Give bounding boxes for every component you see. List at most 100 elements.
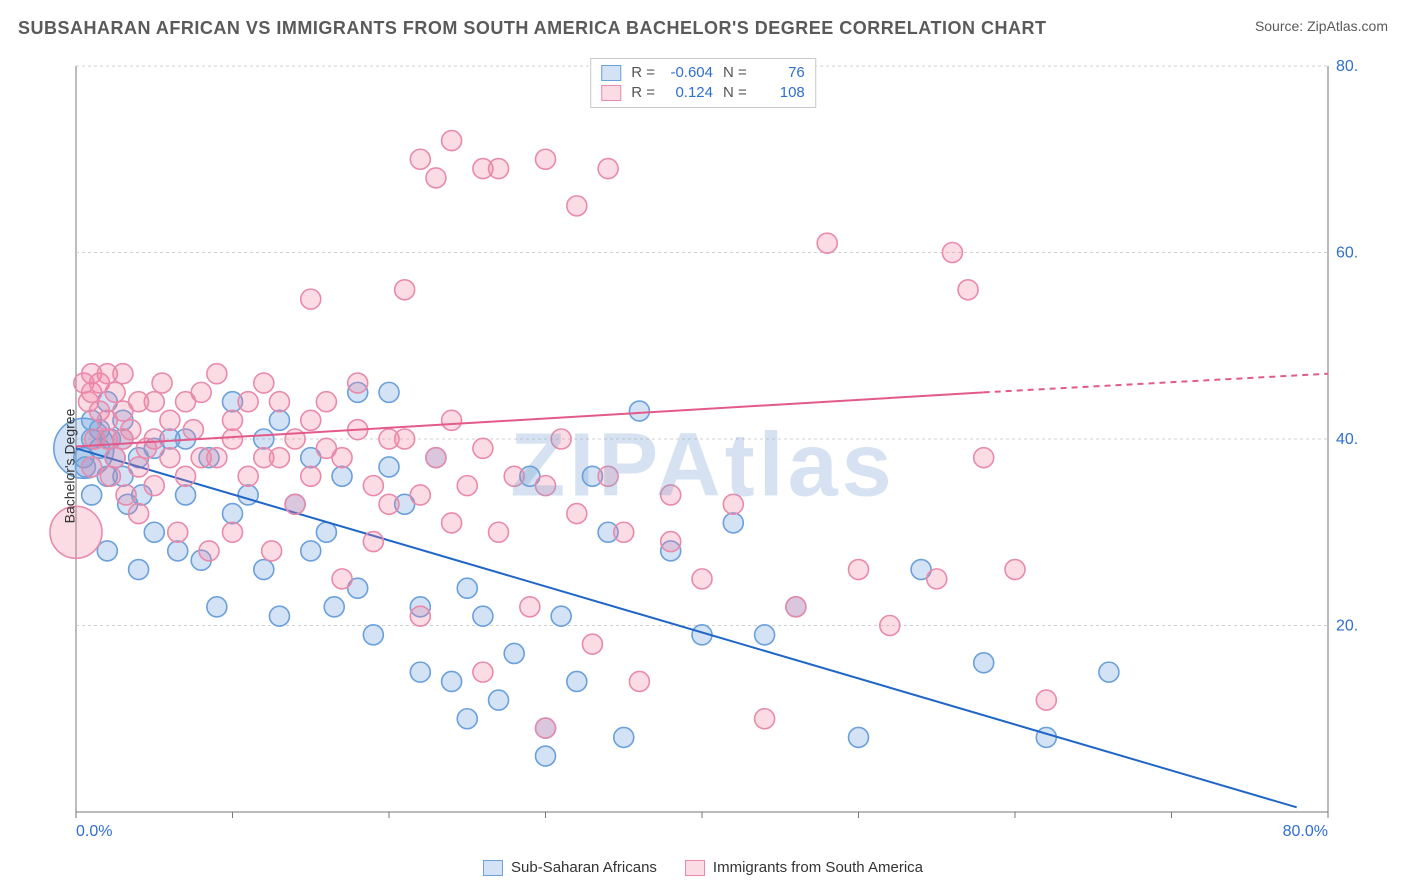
svg-text:40.0%: 40.0% [1336, 431, 1358, 448]
pink-point [183, 420, 203, 440]
pink-point [269, 392, 289, 412]
pink-point [113, 364, 133, 384]
pink-point [316, 392, 336, 412]
blue-point [723, 513, 743, 533]
legend-swatch-pink [685, 860, 705, 876]
pink-point [504, 466, 524, 486]
pink-point [426, 448, 446, 468]
blue-point [379, 382, 399, 402]
svg-text:80.0%: 80.0% [1283, 823, 1328, 840]
pink-point [332, 569, 352, 589]
legend-swatch-blue [483, 860, 503, 876]
blue-point [316, 522, 336, 542]
pink-point [567, 196, 587, 216]
pink-point [395, 280, 415, 300]
pink-point [958, 280, 978, 300]
blue-point [567, 671, 587, 691]
y-axis-label: Bachelor's Degree [61, 409, 77, 524]
pink-point [144, 476, 164, 496]
blue-point [223, 504, 243, 524]
blue-point [551, 606, 571, 626]
pink-point [817, 233, 837, 253]
pink-point [1036, 690, 1056, 710]
series-name-pink: Immigrants from South America [713, 859, 923, 876]
pink-regression-line-ext [984, 374, 1328, 393]
pink-point [301, 466, 321, 486]
pink-point [614, 522, 634, 542]
blue-point [97, 541, 117, 561]
pink-point [176, 466, 196, 486]
page-title: SUBSAHARAN AFRICAN VS IMMIGRANTS FROM SO… [18, 18, 1046, 38]
pink-point [395, 429, 415, 449]
pink-point [1005, 560, 1025, 580]
blue-point [144, 522, 164, 542]
stats-legend: R =-0.604N =76R =0.124N =108 [590, 58, 816, 108]
r-value-blue: -0.604 [661, 63, 713, 83]
pink-point [927, 569, 947, 589]
chart-area: Bachelor's Degree 20.0%40.0%60.0%80.0%0.… [18, 56, 1388, 876]
pink-point [301, 410, 321, 430]
pink-point [160, 448, 180, 468]
pink-point [332, 448, 352, 468]
blue-point [254, 429, 274, 449]
n-value-pink: 108 [753, 83, 805, 103]
blue-point [410, 662, 430, 682]
pink-point [105, 382, 125, 402]
pink-point [238, 392, 258, 412]
blue-point [489, 690, 509, 710]
pink-point [942, 243, 962, 263]
pink-point [473, 662, 493, 682]
pink-point [536, 149, 556, 169]
r-label: R = [631, 83, 655, 103]
pink-point [410, 485, 430, 505]
svg-text:20.0%: 20.0% [1336, 618, 1358, 635]
blue-point [473, 606, 493, 626]
blue-point [129, 560, 149, 580]
pink-point [692, 569, 712, 589]
legend-swatch-pink [601, 85, 621, 101]
svg-text:80.0%: 80.0% [1336, 58, 1358, 75]
pink-point [262, 541, 282, 561]
pink-point [121, 420, 141, 440]
pink-point [661, 485, 681, 505]
blue-point [168, 541, 188, 561]
pink-point [849, 560, 869, 580]
pink-point [152, 373, 172, 393]
blue-point [504, 643, 524, 663]
pink-point [129, 504, 149, 524]
pink-point [723, 494, 743, 514]
pink-point [348, 373, 368, 393]
pink-point [269, 448, 289, 468]
pink-point [473, 438, 493, 458]
source-label: Source: [1255, 18, 1303, 34]
pink-point [442, 513, 462, 533]
pink-point [489, 159, 509, 179]
pink-point [82, 457, 102, 477]
pink-point [567, 504, 587, 524]
pink-point [755, 709, 775, 729]
blue-regression-line [76, 448, 1297, 807]
pink-point [598, 159, 618, 179]
pink-point [536, 476, 556, 496]
pink-point [301, 289, 321, 309]
pink-point [786, 597, 806, 617]
blue-point [457, 578, 477, 598]
series-name-blue: Sub-Saharan Africans [511, 859, 657, 876]
series-legend-item-pink: Immigrants from South America [685, 859, 923, 876]
blue-point [207, 597, 227, 617]
blue-point [324, 597, 344, 617]
stats-legend-row-pink: R =0.124N =108 [601, 83, 805, 103]
source-link[interactable]: ZipAtlas.com [1307, 18, 1388, 34]
pink-point [880, 616, 900, 636]
pink-point [191, 382, 211, 402]
series-legend: Sub-Saharan Africans Immigrants from Sout… [483, 859, 923, 876]
blue-point [82, 485, 102, 505]
blue-point [974, 653, 994, 673]
pink-point [105, 448, 125, 468]
pink-point [223, 522, 243, 542]
pink-point [254, 373, 274, 393]
pink-point [144, 429, 164, 449]
blue-point [629, 401, 649, 421]
pink-point [551, 429, 571, 449]
n-value-blue: 76 [753, 63, 805, 83]
